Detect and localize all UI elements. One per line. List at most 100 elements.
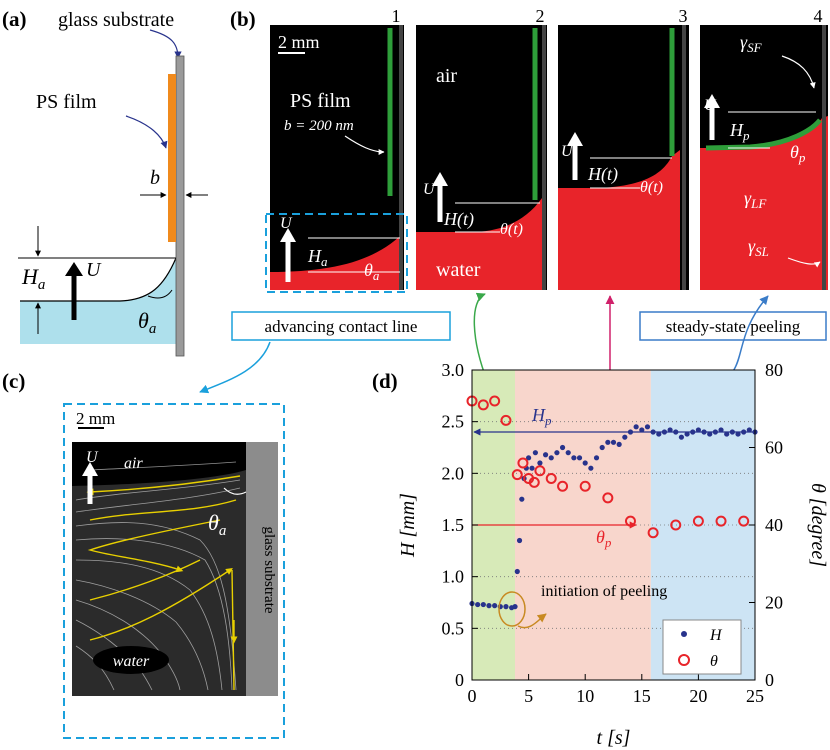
- h-point: [542, 452, 549, 458]
- frame-1-annotations: U Ha θa: [280, 215, 400, 283]
- frame2-theta-t: θ(t): [500, 221, 523, 238]
- steady-label-box: [639, 311, 827, 341]
- h-point: [701, 429, 707, 435]
- gamma-sf: γSF: [740, 32, 763, 55]
- x-tick-label: 5: [524, 686, 533, 706]
- h-point: [667, 427, 673, 433]
- legend-h-marker: [681, 631, 687, 637]
- panel-b: (b) 1 2 3 4 2 mm PS film b = 200 nm U Ha: [230, 6, 828, 341]
- panel-c-air: air: [124, 455, 143, 472]
- theta-point: [534, 465, 546, 477]
- h-point: [707, 431, 713, 437]
- frame-number-1: 1: [392, 6, 401, 26]
- frame4-theta-p: θp: [790, 142, 806, 165]
- frame4-hp: Hp: [729, 120, 750, 143]
- h-point: [650, 429, 656, 435]
- theta-point: [670, 519, 682, 531]
- panel-c-water: water: [113, 653, 150, 670]
- y2-tick-label: 0: [765, 670, 774, 690]
- y2-axis-label: θ [degree]: [807, 483, 829, 567]
- theta-point: [692, 515, 704, 527]
- streamlines: [86, 475, 241, 691]
- frame-number-2: 2: [536, 6, 545, 26]
- ps-film-pointer: [125, 115, 168, 149]
- glass-substrate: [175, 55, 185, 357]
- x-tick-label: 0: [468, 686, 477, 706]
- initiation-ring: [498, 591, 526, 627]
- h-point: [554, 450, 560, 456]
- panel-b-label: (b): [230, 7, 256, 31]
- theta-point: [738, 515, 750, 527]
- y2-tick-label: 60: [765, 438, 783, 458]
- h-point: [746, 427, 752, 433]
- theta-point: [511, 469, 523, 481]
- h-point: [673, 429, 679, 435]
- h-point: [605, 439, 611, 445]
- panel-c-scale: 2 mm: [76, 409, 115, 428]
- h-point: [627, 429, 634, 435]
- glass-substrate-c: [246, 442, 278, 696]
- h-point: [503, 604, 509, 610]
- panel-d-chart: (d) 0 5 10 15 20 2500.51.01.52.02.53.00204060…: [372, 360, 829, 749]
- h-point: [565, 450, 571, 456]
- frame2-water-label: water: [436, 259, 481, 281]
- panel-c-u: U: [86, 449, 99, 466]
- theta-point: [624, 515, 636, 527]
- frame1-ha: Ha: [307, 246, 328, 269]
- y-tick-label: 2.0: [442, 463, 465, 483]
- h-point: [718, 427, 724, 433]
- steady-label: steady-state peeling: [666, 317, 801, 336]
- x-tick-label: 15: [633, 686, 651, 706]
- initiation-pointer: [517, 613, 547, 629]
- legend-theta-label: θ: [710, 653, 718, 670]
- frame-1: 2 mm PS film b = 200 nm: [270, 25, 404, 290]
- h-point: [486, 603, 492, 609]
- h-point: [576, 455, 583, 461]
- theta-point: [715, 515, 727, 527]
- h-point: [548, 455, 554, 461]
- panel-c-box: [63, 403, 285, 739]
- panel-c-substrate-label: glass substrate: [261, 526, 277, 613]
- legend-h-label: H: [709, 627, 723, 644]
- u-arrow-head: [65, 262, 83, 276]
- h-point: [526, 455, 532, 461]
- y-tick-label: 0.5: [442, 618, 465, 638]
- h-point: [712, 429, 718, 435]
- h-point: [616, 441, 622, 447]
- h-point: [537, 460, 543, 466]
- h-point: [644, 424, 651, 430]
- chart-legend: H θ: [662, 619, 742, 675]
- ha-label: Ha: [21, 264, 45, 293]
- water-label-bg: [93, 646, 169, 674]
- h-point: [639, 427, 645, 433]
- h-point: [593, 455, 600, 461]
- frame3-ht: H(t): [587, 164, 618, 185]
- y-axis-label: H [mm]: [397, 493, 419, 558]
- frame2-u: U: [423, 181, 436, 198]
- h-point: [480, 601, 486, 608]
- frame-number-3: 3: [679, 6, 688, 26]
- thetap-label: θp: [596, 527, 612, 550]
- frame-number-4: 4: [814, 6, 823, 26]
- x-axis-label: t [s]: [597, 727, 631, 749]
- h-point: [516, 537, 523, 544]
- advancing-label: advancing contact line: [265, 317, 418, 336]
- gamma-sl: γSL: [748, 236, 769, 259]
- h-point: [735, 431, 741, 437]
- frame-4: γSF U Hp θp γLF γSL: [700, 25, 828, 290]
- frame3-u: U: [561, 143, 574, 160]
- theta-point: [489, 395, 501, 407]
- y2-tick-label: 20: [765, 593, 783, 613]
- h-point: [729, 429, 735, 435]
- h-point: [690, 429, 696, 435]
- frame-3: U H(t) θ(t): [558, 25, 689, 290]
- x-tick-label: 20: [689, 686, 707, 706]
- x-tick-label: 25: [746, 686, 764, 706]
- frame-2: air water U H(t) θ(t): [416, 25, 547, 290]
- frame1-scale-label: 2 mm: [278, 32, 320, 52]
- h-point: [512, 604, 518, 610]
- y-tick-label: 0: [455, 670, 464, 690]
- initiation-label: initiation of peeling: [541, 583, 667, 600]
- h-point: [492, 603, 498, 609]
